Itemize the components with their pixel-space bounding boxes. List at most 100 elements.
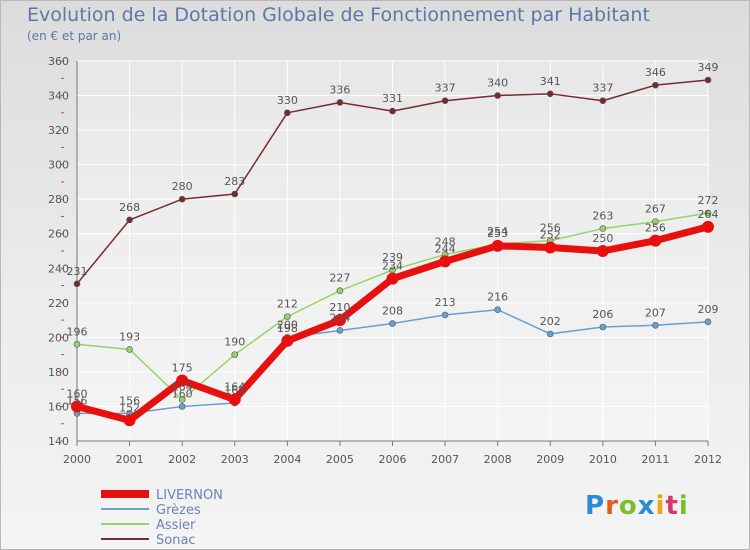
- x-tick-label: 2011: [641, 453, 669, 466]
- data-point: [178, 403, 186, 410]
- y-tick-label: 160: [48, 400, 69, 413]
- data-label: 337: [435, 82, 456, 95]
- data-point: [544, 241, 557, 254]
- x-tick-label: 2001: [116, 453, 144, 466]
- data-label: 337: [592, 82, 613, 95]
- data-label: 340: [487, 77, 508, 90]
- data-point: [126, 346, 133, 353]
- data-point: [336, 327, 344, 334]
- data-label: 160: [172, 387, 193, 400]
- data-label: 198: [277, 322, 298, 335]
- x-tick-label: 2009: [536, 453, 564, 466]
- data-label: 206: [592, 308, 613, 321]
- data-label: 213: [435, 296, 456, 309]
- data-point: [123, 414, 136, 427]
- y-tick-label: 180: [48, 366, 69, 379]
- data-point: [546, 330, 554, 338]
- data-label: 331: [382, 92, 403, 105]
- data-point: [284, 109, 291, 117]
- y-tick-label: 240: [48, 262, 69, 275]
- y-tick-label: 360: [48, 55, 69, 68]
- y-tick-label: 340: [48, 90, 69, 103]
- data-label: 196: [67, 325, 88, 338]
- x-tick-label: 2003: [221, 453, 249, 466]
- data-label: 231: [67, 265, 88, 278]
- y-tick-label: 220: [48, 297, 69, 310]
- x-tick-label: 2004: [273, 453, 301, 466]
- data-point: [71, 400, 83, 413]
- data-label: 264: [698, 208, 719, 221]
- data-label: 256: [645, 222, 666, 235]
- data-label: 252: [540, 229, 561, 242]
- y-tick-label: 320: [48, 124, 69, 137]
- data-point: [386, 272, 399, 285]
- data-label: 156: [119, 394, 140, 407]
- data-label: 330: [277, 94, 298, 107]
- data-label: 193: [119, 330, 140, 343]
- y-tick-label: 260: [48, 228, 69, 241]
- data-point: [546, 90, 554, 98]
- data-point: [336, 287, 344, 295]
- data-label: 248: [435, 235, 456, 248]
- data-point: [231, 351, 239, 358]
- data-label: 156: [67, 394, 88, 407]
- data-label: 268: [119, 201, 140, 214]
- data-point: [599, 323, 607, 331]
- data-label: 341: [540, 75, 561, 88]
- data-label: 349: [698, 61, 719, 74]
- x-tick-label: 2000: [63, 453, 91, 466]
- legend-label: Sonac: [156, 533, 196, 548]
- data-label: 210: [329, 301, 350, 314]
- data-point: [126, 216, 133, 224]
- data-point: [652, 321, 659, 329]
- x-tick-label: 2012: [694, 453, 722, 466]
- data-point: [333, 314, 346, 327]
- data-point: [178, 396, 186, 403]
- data-point: [494, 306, 501, 314]
- data-point: [389, 107, 396, 115]
- data-point: [178, 195, 186, 203]
- data-point: [649, 234, 662, 247]
- data-label: 200: [277, 318, 298, 331]
- data-label: 204: [329, 311, 350, 324]
- legend-label: Assier: [156, 518, 196, 533]
- data-label: 212: [277, 298, 298, 311]
- data-point: [704, 209, 712, 217]
- data-point: [73, 340, 81, 348]
- data-point: [704, 318, 712, 326]
- data-label: 263: [592, 210, 613, 223]
- y-tick-label: 280: [48, 193, 69, 206]
- data-label: 244: [435, 242, 456, 255]
- data-label: 272: [698, 194, 719, 207]
- data-label: 162: [224, 384, 245, 397]
- data-label: 267: [645, 203, 666, 216]
- y-tick-label: 300: [48, 159, 69, 172]
- data-label: 190: [224, 336, 245, 349]
- data-point: [599, 225, 607, 232]
- data-point: [284, 313, 291, 320]
- data-point: [441, 311, 449, 319]
- data-point: [441, 97, 449, 105]
- data-point: [702, 220, 714, 233]
- data-point: [228, 393, 241, 406]
- chart-title: Evolution de la Dotation Globale de Fonc…: [27, 4, 650, 26]
- data-label: 164: [172, 381, 193, 394]
- data-point: [439, 255, 452, 268]
- data-label: 216: [487, 291, 508, 304]
- chart-subtitle: (en € et par an): [27, 29, 122, 43]
- data-point: [281, 334, 294, 347]
- y-tick-label: 200: [48, 331, 69, 344]
- data-label: 175: [172, 362, 193, 375]
- data-point: [599, 97, 607, 105]
- proxiti-logo: Proxiti: [585, 491, 689, 521]
- data-label: 164: [224, 381, 245, 394]
- data-point: [491, 239, 504, 252]
- data-label: 234: [382, 260, 403, 273]
- data-label: 346: [645, 66, 666, 79]
- data-label: 160: [67, 387, 88, 400]
- data-label: 152: [119, 401, 140, 414]
- data-point: [494, 92, 501, 99]
- x-tick-label: 2006: [379, 453, 407, 466]
- y-tick-label: 140: [48, 435, 69, 448]
